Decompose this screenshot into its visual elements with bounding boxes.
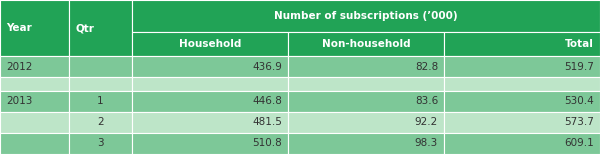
Text: 82.8: 82.8 — [415, 62, 438, 72]
Bar — [132, 32, 288, 56]
Text: 2: 2 — [97, 117, 104, 127]
Bar — [444, 112, 600, 133]
Bar — [132, 0, 600, 32]
Bar — [444, 32, 600, 56]
Bar — [69, 0, 132, 56]
Text: 2012: 2012 — [6, 62, 32, 72]
Bar — [444, 77, 600, 91]
Text: 98.3: 98.3 — [415, 138, 438, 148]
Bar — [132, 77, 288, 91]
Text: 436.9: 436.9 — [252, 62, 282, 72]
Bar — [0, 91, 69, 112]
Bar — [132, 56, 288, 77]
Text: 519.7: 519.7 — [564, 62, 594, 72]
Bar — [69, 112, 132, 133]
Text: Non-household: Non-household — [322, 39, 410, 49]
Bar — [444, 133, 600, 154]
Text: 2013: 2013 — [6, 96, 32, 106]
Text: Qtr: Qtr — [75, 23, 94, 33]
Text: 510.8: 510.8 — [252, 138, 282, 148]
Bar — [444, 56, 600, 77]
Bar — [0, 133, 69, 154]
Text: 3: 3 — [97, 138, 104, 148]
Text: 83.6: 83.6 — [415, 96, 438, 106]
Text: 609.1: 609.1 — [564, 138, 594, 148]
Text: Number of subscriptions (’000): Number of subscriptions (’000) — [274, 11, 458, 21]
Bar — [288, 32, 444, 56]
Text: Household: Household — [179, 39, 241, 49]
Text: 446.8: 446.8 — [252, 96, 282, 106]
Bar — [132, 91, 288, 112]
Text: 573.7: 573.7 — [564, 117, 594, 127]
Bar — [132, 133, 288, 154]
Bar — [288, 91, 444, 112]
Bar — [69, 77, 132, 91]
Text: 1: 1 — [97, 96, 104, 106]
Bar — [69, 91, 132, 112]
Bar — [0, 56, 69, 77]
Bar — [288, 112, 444, 133]
Bar — [444, 91, 600, 112]
Bar — [288, 77, 444, 91]
Text: Total: Total — [565, 39, 594, 49]
Bar — [0, 0, 69, 56]
Bar — [132, 112, 288, 133]
Text: 481.5: 481.5 — [252, 117, 282, 127]
Text: 92.2: 92.2 — [415, 117, 438, 127]
Bar — [288, 56, 444, 77]
Bar — [69, 133, 132, 154]
Bar — [288, 133, 444, 154]
Text: Year: Year — [6, 23, 32, 33]
Bar — [0, 112, 69, 133]
Bar — [69, 56, 132, 77]
Bar — [0, 77, 69, 91]
Text: 530.4: 530.4 — [564, 96, 594, 106]
